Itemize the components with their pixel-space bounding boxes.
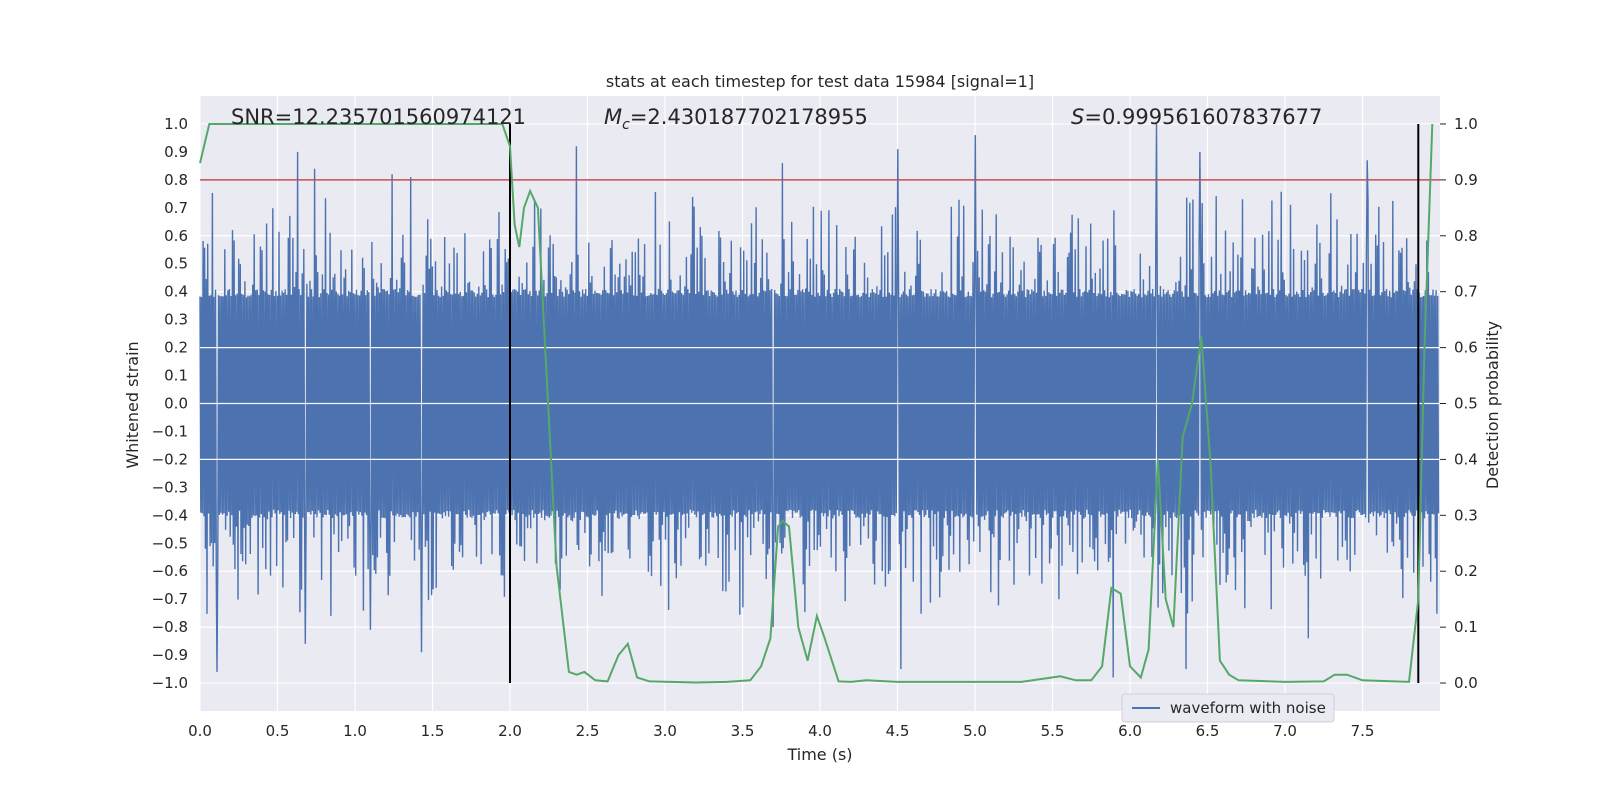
x-tick-label: 4.0 [808,722,832,740]
x-tick-label: 5.0 [963,722,987,740]
s-statistic-annotation: S=0.999561607837677 [1071,105,1322,129]
y2-tick-label: 0.3 [1454,506,1478,524]
x-tick-label: 2.0 [498,722,522,740]
y2-tick-label: 1.0 [1454,115,1478,133]
chirp-mass-value: =2.430187702178955 [630,105,868,129]
x-tick-label: 0.5 [266,722,290,740]
x-tick-label: 7.0 [1273,722,1297,740]
y-tick-label: 0.6 [164,227,188,245]
y-tick-label: 0.9 [164,143,188,161]
chart-title: stats at each timestep for test data 159… [606,72,1034,91]
axis-layer: 0.0 0.5 1.0 1.5 2.0 2.5 3.0 3.5 4.0 4.5 5.0 5.5 6.0 6… [152,115,1478,740]
y2-tick-label: 0.0 [1454,674,1478,692]
overlay-layer [200,123,1440,684]
y-tick-label: 1.0 [164,115,188,133]
x-axis-label: Time (s) [786,745,852,764]
y-tick-label: −0.3 [152,478,188,496]
y-tick-label: −0.1 [152,422,188,440]
y2-tick-label: 0.7 [1454,283,1478,301]
legend: waveform with noise [1121,693,1335,723]
y-tick-label: 0.5 [164,255,188,273]
probability-series [199,123,1434,684]
y2-tick-label: 0.8 [1454,227,1478,245]
x-tick-label: 7.5 [1351,722,1375,740]
legend-box [1121,693,1335,723]
y-tick-label: −0.9 [152,646,188,664]
x-tick-label: 2.5 [576,722,600,740]
y2-axis-label: Detection probability [1483,321,1502,489]
probability-line [199,123,1434,684]
y-tick-label: −0.6 [152,562,188,580]
y-tick-label: −0.8 [152,618,188,636]
y2-tick-label: 0.2 [1454,562,1478,580]
y-tick-label: 0.1 [164,367,188,385]
y-tick-label: 0.4 [164,283,188,301]
x-tick-label: 6.5 [1196,722,1220,740]
x-tick-label: 6.0 [1118,722,1142,740]
chirp-mass-subscript: c [622,117,630,133]
s-statistic-value: =0.999561607837677 [1084,105,1322,129]
x-tick-label: 0.0 [188,722,212,740]
chirp-mass-annotation: Mc=2.430187702178955 [604,105,868,133]
y-tick-label: −1.0 [152,674,188,692]
chirp-mass-symbol: M [604,105,622,129]
y2-tick-label: 0.6 [1454,339,1478,357]
y2-tick-label: 0.9 [1454,171,1478,189]
y-tick-label: 0.8 [164,171,188,189]
x-tick-label: 5.5 [1041,722,1065,740]
snr-annotation: SNR=12.235701560974121 [231,105,526,129]
s-statistic-symbol: S [1071,105,1084,129]
y2-tick-label: 0.1 [1454,618,1478,636]
x-tick-label: 1.5 [421,722,445,740]
y-tick-label: 0.3 [164,311,188,329]
y-tick-label: 0.2 [164,339,188,357]
legend-label: waveform with noise [1170,699,1326,717]
x-tick-label: 3.5 [731,722,755,740]
y-tick-label: −0.4 [152,506,188,524]
x-tick-label: 3.0 [653,722,677,740]
y2-tick-label: 0.5 [1454,395,1478,413]
x-tick-label: 4.5 [886,722,910,740]
y-tick-label: 0.0 [164,395,188,413]
y-tick-label: −0.7 [152,590,188,608]
y-tick-label: −0.2 [152,450,188,468]
x-tick-label: 1.0 [343,722,367,740]
y2-tick-label: 0.4 [1454,450,1478,468]
y-tick-label: −0.5 [152,534,188,552]
y-tick-label: 0.7 [164,199,188,217]
y-axis-label: Whitened strain [123,341,142,468]
